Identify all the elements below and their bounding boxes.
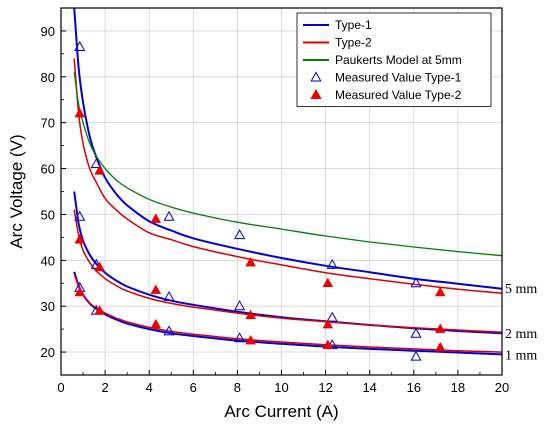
measured-type1-point: [90, 157, 102, 168]
measured-type1-point: [163, 290, 175, 302]
measured-type1-point: [163, 325, 175, 336]
curve-type-2-5mm: [73, 58, 502, 295]
legend-item: Measured Value Type-2: [310, 88, 462, 102]
gap-annotation: 2 mm: [505, 327, 537, 342]
y-tick-label: 20: [41, 345, 55, 360]
measured-type2-point: [434, 286, 446, 297]
x-tick-label: 8: [234, 380, 241, 395]
measured-type2-point: [74, 286, 86, 297]
legend-box: [296, 12, 492, 107]
y-tick-label: 30: [41, 299, 55, 314]
legend-marker-swatch: [310, 71, 322, 82]
legend-label: Type-2: [335, 36, 372, 50]
measured-markers: [74, 40, 446, 361]
y-tick-label: 50: [41, 207, 55, 222]
measured-type2-point: [322, 277, 334, 288]
x-tick-label: 20: [495, 380, 509, 395]
x-axis-label: Arc Current (A): [224, 402, 338, 421]
y-tick-label: 70: [41, 116, 55, 131]
measured-type2-point: [434, 323, 446, 333]
legend-label: Measured Value Type-1: [335, 71, 462, 85]
measured-type2-point: [150, 213, 162, 223]
curve-type-2-1mm: [73, 273, 502, 353]
y-tick-label: 40: [41, 253, 55, 268]
curve-type-1-2mm: [73, 191, 502, 335]
measured-type1-point: [74, 210, 86, 221]
legend-marker-swatch: [310, 88, 322, 99]
x-tick-label: 2: [101, 380, 108, 395]
x-tick-label: 4: [146, 380, 153, 395]
gap-annotation: 5 mm: [505, 282, 537, 297]
gap-annotation: 1 mm: [505, 348, 537, 363]
x-tick-label: 14: [362, 380, 376, 395]
legend-item: Type-2: [303, 36, 372, 50]
measured-type2-point: [74, 107, 86, 118]
measured-type2-point: [245, 256, 256, 267]
measured-type2-point: [322, 318, 334, 329]
measured-type1-point: [234, 229, 246, 240]
measured-type1-point: [410, 277, 422, 288]
legend-item: Measured Value Type-1: [310, 71, 462, 85]
legend-label: Paukerts Model at 5mm: [335, 53, 462, 67]
measured-type1-point: [410, 350, 422, 361]
x-tick-label: 12: [318, 380, 332, 395]
y-tick-label: 90: [41, 24, 55, 39]
measured-type1-point: [163, 210, 175, 221]
x-tick-label: 0: [57, 380, 64, 395]
measured-type2-point: [245, 334, 256, 345]
x-tick-label: 10: [274, 380, 288, 395]
tick-labels: 0 2 4 6 8 10 12 14 16 18 20 20 30 40 50 60 70 80 90: [41, 24, 510, 395]
measured-type2-point: [150, 284, 162, 294]
measured-type1-point: [234, 300, 246, 311]
measured-type2-point: [150, 318, 162, 329]
y-tick-label: 80: [41, 70, 55, 85]
measured-type2-point: [434, 341, 446, 352]
curve-type-2-2mm: [73, 209, 502, 334]
measured-type1-point: [234, 332, 246, 343]
legend-label: Type-1: [335, 18, 372, 32]
gap-annotations: 5 mm 2 mm 1 mm: [505, 282, 537, 364]
axis-ticks: [60, 30, 503, 375]
legend-item: Paukerts Model at 5mm: [303, 53, 462, 67]
measured-type2-point: [74, 234, 86, 244]
y-tick-label: 60: [41, 162, 55, 177]
legend: Type-1 Type-2 Paukerts Model at 5mm Measure…: [296, 12, 492, 107]
measured-type2-point: [94, 165, 105, 175]
y-axis-label: Arc Voltage (V): [7, 134, 26, 248]
measured-type2-point: [94, 261, 105, 271]
legend-label: Measured Value Type-2: [335, 88, 462, 102]
curve-paukerts-model-at-5mm-5mm: [73, 72, 502, 257]
x-tick-label: 16: [407, 380, 421, 395]
fitted-curves: [73, 8, 502, 356]
measured-type2-point: [322, 339, 334, 349]
measured-type1-point: [326, 311, 338, 322]
measured-type1-point: [74, 40, 86, 51]
x-tick-label: 6: [190, 380, 197, 395]
measured-type1-point: [410, 327, 422, 338]
curve-type-1-5mm: [73, 8, 502, 290]
measured-type2-point: [94, 305, 105, 315]
measured-type2-point: [245, 309, 256, 320]
x-tick-label: 18: [451, 380, 465, 395]
legend-item: Type-1: [303, 18, 372, 32]
measured-type1-point: [326, 258, 338, 269]
